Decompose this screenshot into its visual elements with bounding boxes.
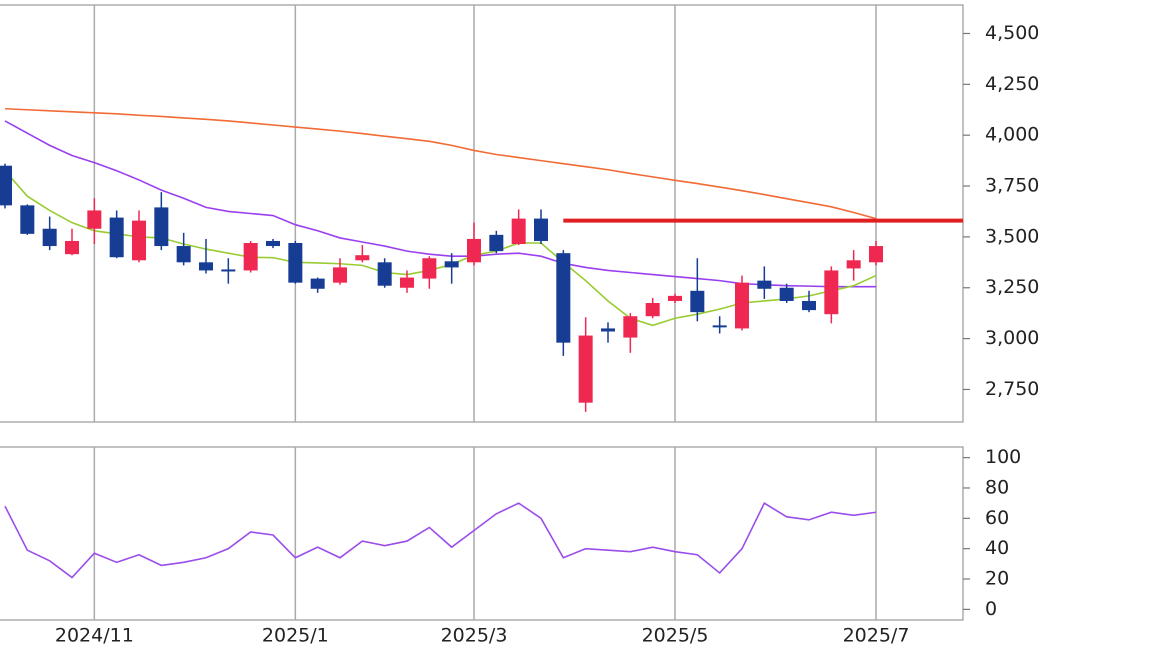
candle-body [0,165,12,206]
candle-body [132,220,146,261]
candle-body [333,267,347,283]
candle-body [243,242,258,271]
x-tick-label: 2025/1 [262,625,329,647]
candle-body [623,316,638,338]
candle-body [87,210,102,229]
candle-body [355,255,370,261]
candle-body [288,242,303,283]
candle-body [65,240,79,255]
candle-body [266,240,280,247]
y-tick-label: 80 [985,476,1009,498]
candle-body [221,269,236,272]
plot-frame [0,4,964,423]
y-tick-label: 3,750 [985,175,1039,197]
moving-average [4,120,876,288]
x-tick-label: 2025/3 [441,625,508,647]
candle-body [377,262,392,286]
candle-body [735,282,749,329]
candle-body [20,205,35,234]
candle-body [400,277,414,288]
candle-body [42,228,57,247]
y-tick-label: 0 [985,598,997,620]
candle-body [578,335,593,403]
candle-body [846,260,861,269]
rsi-line [4,502,877,579]
candle-body [779,287,794,301]
y-tick-label: 40 [985,537,1009,559]
candle-body [176,246,191,263]
candle-body [757,280,772,289]
x-tick-label: 2024/11 [55,625,134,647]
candle-body [310,278,325,289]
candle-body [109,217,124,258]
candle-body [668,295,682,301]
candle-body [869,246,883,263]
candle-body [712,325,727,328]
y-tick-label: 3,000 [985,327,1039,349]
x-tick-label: 2025/5 [642,625,709,647]
candle-body [511,218,526,245]
candle-body [802,300,816,311]
candle-body [199,262,213,271]
plot-frame [0,446,964,621]
candle-body [601,328,615,332]
moving-average [4,170,877,327]
candle-body [489,234,504,252]
candle-body [690,290,705,313]
y-tick-label: 60 [985,507,1009,529]
moving-average [4,107,877,220]
candle-body [154,207,169,247]
candle-body [534,218,548,241]
y-tick-label: 4,500 [985,22,1039,44]
candle-body [556,253,571,343]
y-tick-label: 4,250 [985,73,1039,95]
x-tick-label: 2025/7 [843,625,910,647]
y-tick-label: 3,500 [985,225,1039,247]
y-tick-label: 100 [985,446,1021,468]
candle-body [422,258,437,279]
y-tick-label: 20 [985,568,1009,590]
candle-body [645,303,660,317]
candle-body [824,270,839,315]
candle-body [467,238,481,263]
y-tick-label: 2,750 [985,378,1039,400]
y-tick-label: 3,250 [985,276,1039,298]
candle-body [444,261,459,268]
y-tick-label: 4,000 [985,124,1039,146]
